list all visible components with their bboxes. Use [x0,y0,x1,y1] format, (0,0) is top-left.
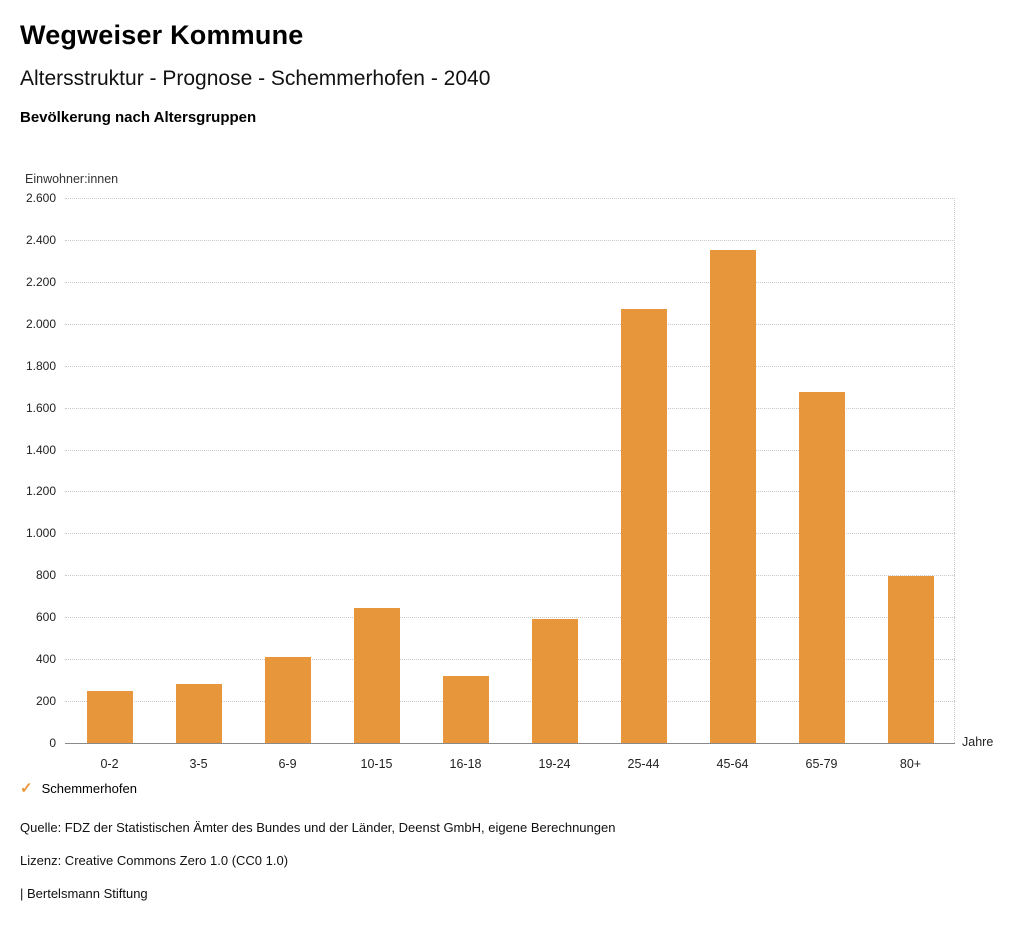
bar-6-9[interactable] [264,657,311,743]
y-tick-label: 1.800 [25,358,56,373]
license-text: Lizenz: Creative Commons Zero 1.0 (CC0 1… [20,853,289,868]
footer: Quelle: FDZ der Statistischen Ämter des … [20,820,1004,901]
y-tick-label: 2.000 [25,316,56,331]
bar-19-24[interactable] [531,619,578,743]
x-tick-label: 19-24 [538,757,571,771]
gridline [65,198,955,199]
gridline [65,659,955,661]
bar-65-79[interactable] [798,391,845,743]
gridline [65,701,955,703]
chart-subtitle: Altersstruktur - Prognose - Schemmerhofe… [20,67,491,90]
bar-chart: Jahre 0 200 400 600 800 1.000 1.200 1.400 1.600 1… [26,191,993,771]
y-axis-title: Einwohner:innen [25,172,119,186]
y-tick-label: 1.400 [25,442,56,457]
x-tick-label: 25-44 [627,757,660,771]
x-axis-title: Jahre [962,735,994,749]
gridline [65,449,955,451]
bar-16-18[interactable] [442,675,489,743]
legend-label: Schemmerhofen [41,781,137,796]
gridline [65,239,955,241]
gridline [65,533,955,535]
attribution-text: | Bertelsmann Stiftung [20,886,148,901]
bar-80+[interactable] [887,576,934,743]
gridline [65,407,955,409]
x-tick-label: 65-79 [805,757,838,771]
page: Wegweiser Kommune Altersstruktur - Progn… [20,20,1004,901]
y-tick-label: 2.600 [25,191,56,205]
y-tick-label: 600 [35,610,56,625]
x-tick-label: 45-64 [716,757,749,771]
gridline [65,323,955,325]
bar-3-5[interactable] [175,684,222,743]
plot-right-border [954,198,955,743]
x-tick-label: 6-9 [278,757,297,771]
gridline [65,617,955,619]
gridline [65,365,955,367]
legend[interactable]: ✓ Schemmerhofen [20,781,1004,796]
y-tick-label: 1.600 [25,400,56,415]
gridline [65,491,955,493]
bar-45-64[interactable] [709,250,756,743]
source-text: Quelle: FDZ der Statistischen Ämter des … [20,820,616,835]
y-tick-label: 400 [35,652,56,667]
gridline [65,281,955,283]
check-icon: ✓ [20,780,33,797]
x-tick-label: 16-18 [449,757,482,771]
y-tick-label: 200 [35,694,56,709]
y-tick-label: 800 [35,568,56,583]
x-tick-label: 10-15 [360,757,393,771]
chart-caption: Bevölkerung nach Altersgruppen [20,109,257,126]
gridline [65,575,955,577]
bar-10-15[interactable] [353,607,400,743]
y-tick-label: 1.200 [25,484,56,499]
y-tick-label: 2.400 [25,232,56,247]
x-tick-label: 0-2 [100,757,119,771]
x-tick-label: 3-5 [189,757,208,771]
page-title: Wegweiser Kommune [20,20,304,50]
bar-0-2[interactable] [86,690,133,743]
y-tick-label: 0 [49,736,56,750]
y-tick-label: 1.000 [25,526,56,541]
x-axis-line [65,743,955,744]
bar-25-44[interactable] [620,309,667,743]
y-tick-label: 2.200 [25,274,56,289]
x-tick-label: 80+ [899,757,922,771]
